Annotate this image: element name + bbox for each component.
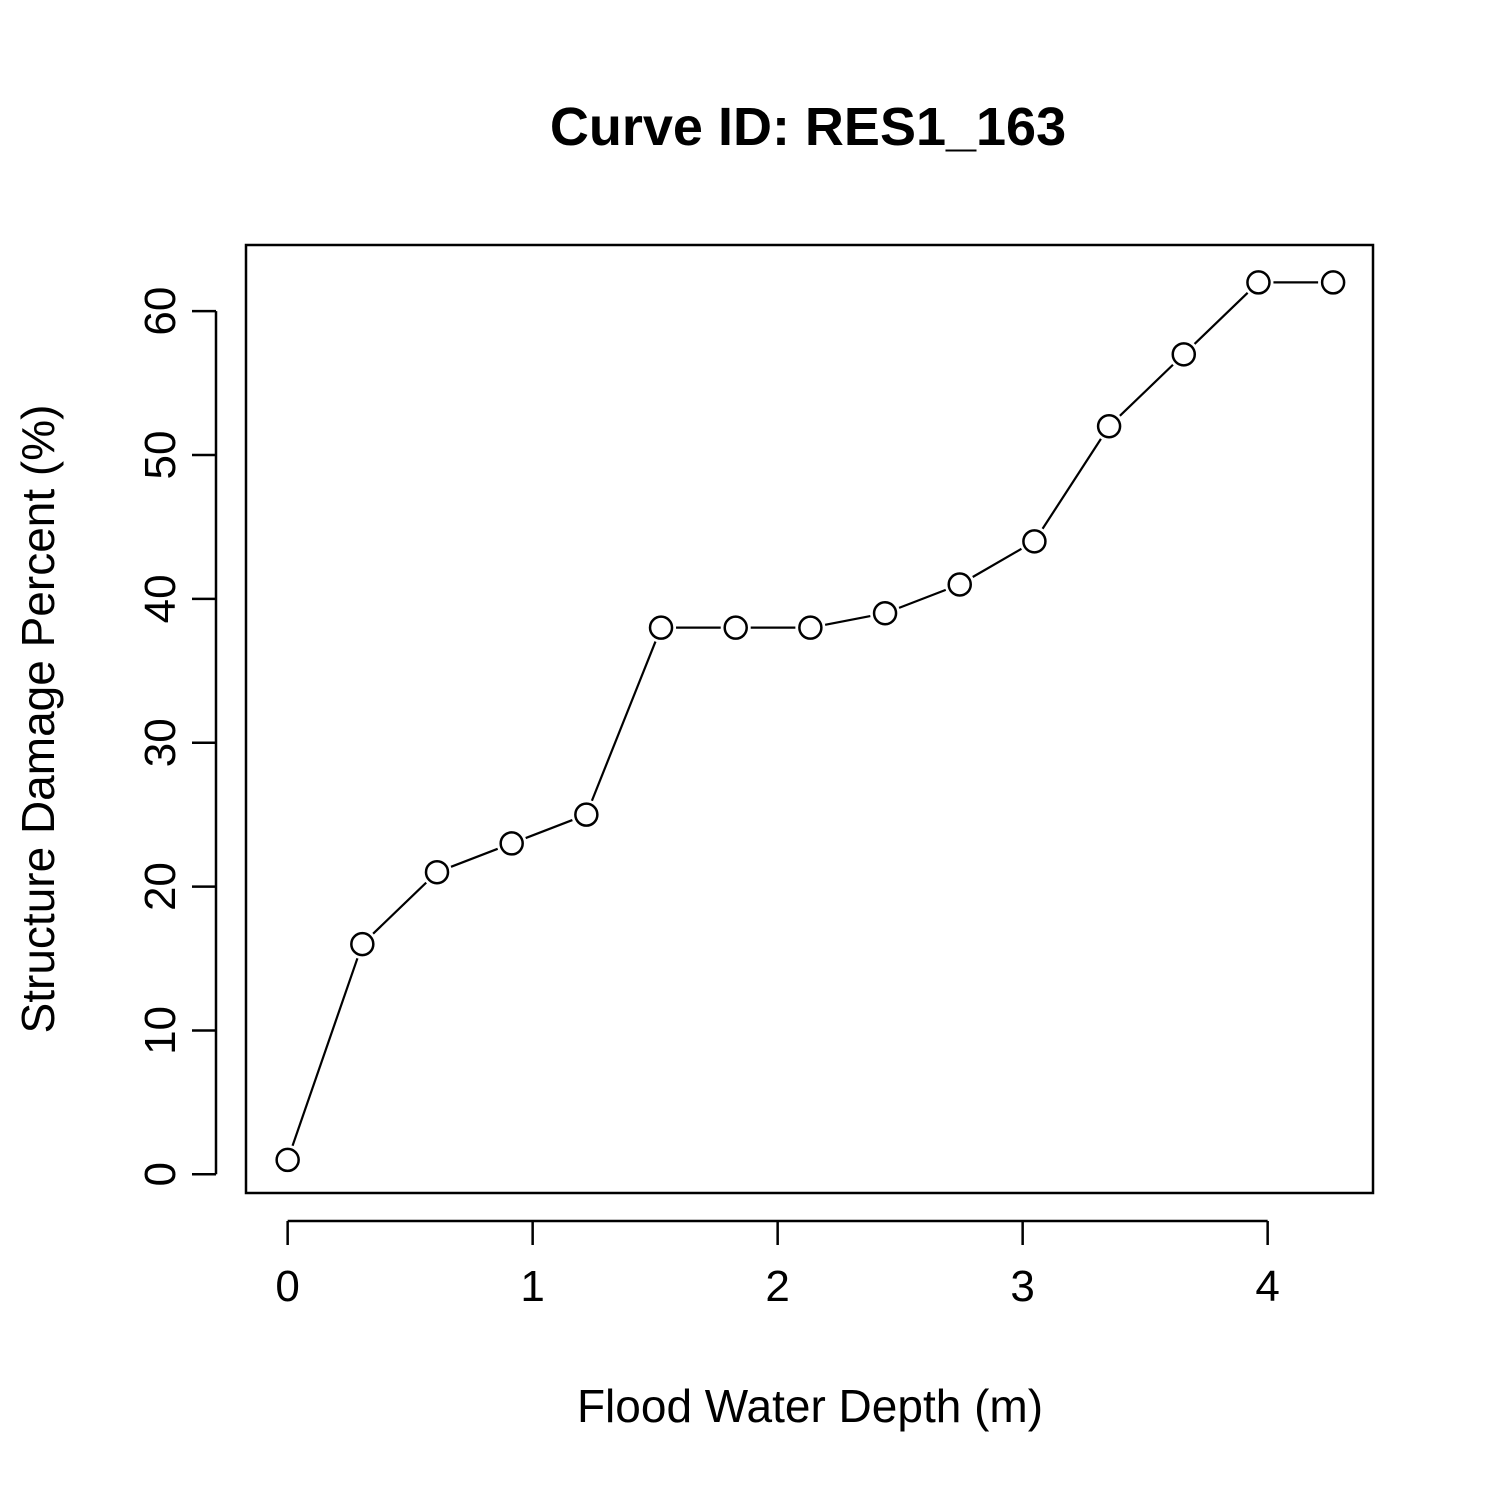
series-line-segment bbox=[824, 615, 871, 626]
y-tick-label: 0 bbox=[136, 1162, 185, 1186]
y-axis-label: Structure Damage Percent (%) bbox=[12, 405, 64, 1034]
series-line-segment bbox=[372, 881, 427, 935]
y-tick-label: 10 bbox=[136, 1006, 185, 1055]
data-point bbox=[1171, 342, 1197, 367]
series-line-segment bbox=[1041, 438, 1102, 530]
y-axis: 0 10 20 30 40 50 60 bbox=[136, 287, 218, 1187]
data-point bbox=[574, 802, 599, 827]
series-line-segment bbox=[1193, 292, 1249, 345]
chart-title: Curve ID: RES1_163 bbox=[550, 97, 1066, 157]
data-point bbox=[350, 931, 375, 957]
x-axis-label: Flood Water Depth (m) bbox=[577, 1380, 1043, 1432]
x-tick-label: 2 bbox=[765, 1262, 789, 1311]
x-tick-label: 0 bbox=[275, 1262, 299, 1311]
data-point bbox=[499, 831, 524, 856]
data-point bbox=[1246, 270, 1271, 295]
y-tick-label: 60 bbox=[136, 287, 185, 336]
series-line-segment bbox=[898, 588, 947, 609]
series-line-segment bbox=[972, 547, 1022, 578]
data-point bbox=[947, 572, 972, 597]
data-point bbox=[424, 859, 450, 885]
plot-frame bbox=[244, 243, 1375, 1195]
plot-area bbox=[275, 270, 1346, 1173]
y-tick-label: 20 bbox=[136, 862, 185, 911]
data-point bbox=[275, 1147, 300, 1173]
x-axis: 0 1 2 3 4 bbox=[275, 1219, 1280, 1311]
x-tick-label: 3 bbox=[1010, 1262, 1034, 1311]
data-point bbox=[798, 615, 823, 640]
y-tick-label: 30 bbox=[136, 718, 185, 767]
y-tick-label: 40 bbox=[136, 574, 185, 623]
data-point bbox=[872, 601, 898, 626]
x-tick-label: 1 bbox=[520, 1262, 544, 1311]
data-point bbox=[723, 615, 748, 640]
data-point bbox=[1096, 414, 1122, 439]
data-point bbox=[1320, 270, 1346, 295]
series-line-segment bbox=[1119, 363, 1174, 417]
data-point bbox=[648, 615, 674, 640]
series-line-segment bbox=[525, 819, 573, 840]
x-tick-label: 4 bbox=[1255, 1262, 1279, 1311]
series-line-segment bbox=[590, 641, 657, 802]
series-line-segment bbox=[291, 957, 359, 1147]
data-point bbox=[1022, 529, 1047, 554]
series-line-segment bbox=[450, 847, 499, 868]
y-tick-label: 50 bbox=[136, 431, 185, 480]
